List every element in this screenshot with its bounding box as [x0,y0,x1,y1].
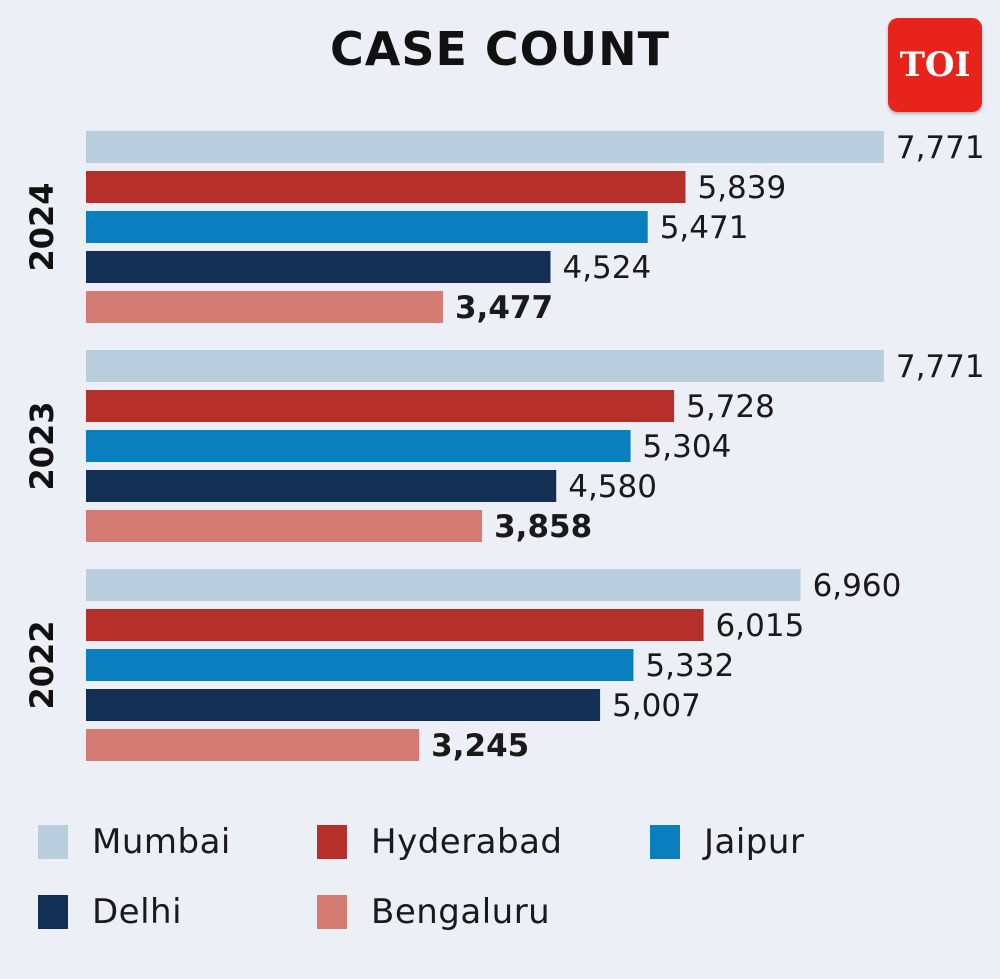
legend-item-jaipur: Jaipur [650,822,804,862]
bar-2024-hyderabad [86,171,686,203]
legend-swatch-bengaluru [317,895,347,929]
value-label-2024-jaipur: 5,471 [660,210,749,246]
legend-item-bengaluru: Bengaluru [317,892,550,932]
chart-title: CASE COUNT [329,22,671,76]
bar-2024-mumbai [86,131,884,163]
legend-label-bengaluru: Bengaluru [371,892,551,932]
toi-logo: TOI [888,18,982,112]
value-label-2022-hyderabad: 6,015 [716,608,805,644]
value-label-2022-mumbai: 6,960 [813,568,902,604]
group-label-2022: 2022 [23,620,61,709]
legend-label-delhi: Delhi [92,892,183,932]
bar-2023-mumbai [86,350,884,382]
legend-label-jaipur: Jaipur [704,822,805,862]
value-label-2023-hyderabad: 5,728 [686,389,775,425]
legend-swatch-delhi [38,895,68,929]
bar-2023-jaipur [86,430,631,462]
value-label-2022-bengaluru: 3,245 [431,728,529,764]
bar-2023-delhi [86,470,557,502]
bar-2023-bengaluru [86,510,483,542]
value-label-2023-mumbai: 7,771 [896,349,985,385]
value-label-2024-delhi: 4,524 [562,250,651,286]
legend-label-hyderabad: Hyderabad [371,822,563,862]
value-label-2024-mumbai: 7,771 [896,130,985,166]
value-label-2022-jaipur: 5,332 [645,648,734,684]
value-label-2023-delhi: 4,580 [568,469,657,505]
bar-2022-bengaluru [86,729,420,761]
bar-2022-hyderabad [86,609,704,641]
bar-2024-delhi [86,251,551,283]
bar-2024-jaipur [86,211,648,243]
legend-label-mumbai: Mumbai [92,822,231,862]
legend-swatch-jaipur [650,825,680,859]
bar-2022-delhi [86,689,601,721]
legend-swatch-mumbai [38,825,68,859]
bar-2024-bengaluru [86,291,443,323]
bar-2022-mumbai [86,569,801,601]
value-label-2024-bengaluru: 3,477 [455,290,553,326]
value-label-2024-hyderabad: 5,839 [697,170,786,206]
group-label-2024: 2024 [23,182,61,271]
legend-item-hyderabad: Hyderabad [317,822,563,862]
value-label-2023-jaipur: 5,304 [643,429,732,465]
value-label-2023-bengaluru: 3,858 [494,509,592,545]
group-label-2023: 2023 [23,401,61,490]
legend-swatch-hyderabad [317,825,347,859]
bar-2023-hyderabad [86,390,675,422]
legend-item-mumbai: Mumbai [38,822,231,862]
value-label-2022-delhi: 5,007 [612,688,701,724]
bar-2022-jaipur [86,649,634,681]
legend-item-delhi: Delhi [38,892,182,932]
